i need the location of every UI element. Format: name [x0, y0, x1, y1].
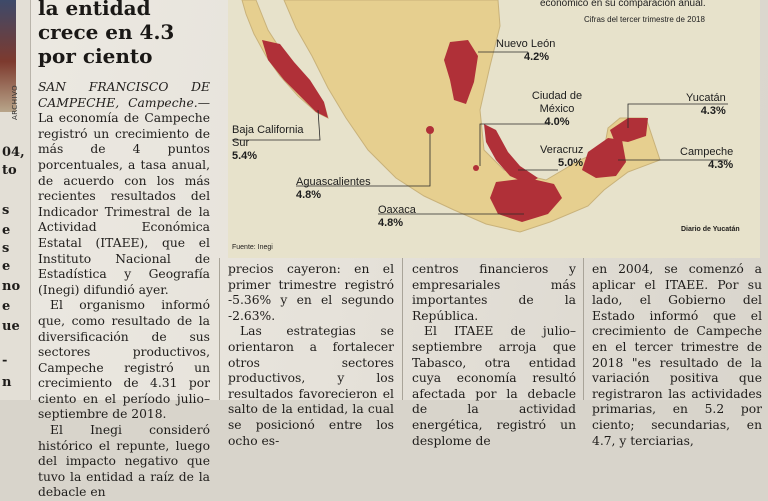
growth-map: económico en su comparación anual. Cifra… — [228, 0, 760, 258]
mexico-map-graphic — [228, 0, 760, 258]
map-period: Cifras del tercer trimestre de 2018 — [584, 15, 705, 24]
paragraph: precios cayeron: en el primer trimestre … — [228, 262, 394, 323]
label-aguascalientes: Aguascalientes 4.8% — [296, 176, 371, 201]
text-fragment: ue — [2, 319, 20, 334]
paragraph: El Inegi consideró histórico el repunte,… — [38, 423, 210, 500]
label-nuevo-leon: Nuevo León 4.2% — [496, 38, 556, 63]
text-fragment: e — [2, 259, 11, 274]
left-column-fragment: ARCHIVO 04, to s e s e no e ue - n — [0, 0, 31, 400]
column-divider — [583, 258, 584, 400]
paragraph: centros financieros y empresariales más … — [412, 262, 576, 323]
label-oaxaca: Oaxaca 4.8% — [378, 204, 416, 229]
photo-fragment — [0, 0, 16, 112]
paragraph: El ITAEE de julio–septiembre arroja que … — [412, 324, 576, 448]
label-baja-california-sur: Baja California Sur 5.4% — [232, 124, 304, 162]
article-column-4: en 2004, se comenzó a aplicar el ITAEE. … — [592, 262, 762, 449]
label-campeche: Campeche 4.3% — [680, 146, 734, 171]
text-fragment: e — [2, 299, 11, 314]
map-source: Fuente: Inegi — [232, 244, 273, 251]
article-main-column: la entidad crece en 4.3 por ciento SAN F… — [38, 0, 210, 501]
state-yucatan — [610, 118, 648, 142]
text-fragment: s — [2, 203, 10, 218]
state-veracruz — [484, 124, 538, 184]
text-fragment: n — [2, 375, 12, 390]
state-baja-california-sur — [262, 40, 328, 118]
column-divider — [219, 258, 220, 400]
map-credit: Diario de Yucatán — [681, 226, 740, 233]
text-fragment: - — [2, 353, 8, 368]
photo-credit: ARCHIVO — [11, 84, 19, 120]
state-oaxaca — [490, 178, 562, 222]
state-nuevo-leon — [444, 40, 478, 104]
text-fragment: s — [2, 241, 10, 256]
map-subtitle: económico en su comparación anual. — [540, 0, 706, 9]
article-column-2: precios cayeron: en el primer trimestre … — [228, 262, 394, 449]
paragraph: Las estrategias se orientaron a fortalec… — [228, 324, 394, 448]
label-ciudad-de-mexico: Ciudad de México 4.0% — [531, 90, 583, 128]
column-divider — [402, 258, 403, 400]
label-yucatan: Yucatán 4.3% — [686, 92, 726, 117]
state-aguascalientes — [426, 126, 434, 134]
state-campeche — [582, 138, 626, 178]
dateline: SAN FRANCISCO DE CAMPECHE, Campeche.— — [38, 80, 210, 110]
label-veracruz: Veracruz 5.0% — [540, 144, 584, 169]
article-headline: la entidad crece en 4.3 por ciento — [38, 0, 175, 68]
state-ciudad-de-mexico — [473, 165, 479, 171]
paragraph: en 2004, se comenzó a aplicar el ITAEE. … — [592, 262, 762, 448]
article-body: SAN FRANCISCO DE CAMPECHE, Campeche.— La… — [38, 80, 210, 501]
article-column-3: centros financieros y empresariales más … — [412, 262, 576, 449]
paragraph: El organismo informó que, como resultado… — [38, 298, 210, 422]
text-fragment: e — [2, 223, 11, 238]
lead-paragraph: SAN FRANCISCO DE CAMPECHE, Campeche.— La… — [38, 80, 210, 298]
text-fragment: to — [2, 163, 17, 178]
text-fragment: 04, — [2, 145, 25, 160]
lead-text: La economía de Campeche registró un crec… — [38, 111, 210, 297]
text-fragment: no — [2, 279, 21, 294]
